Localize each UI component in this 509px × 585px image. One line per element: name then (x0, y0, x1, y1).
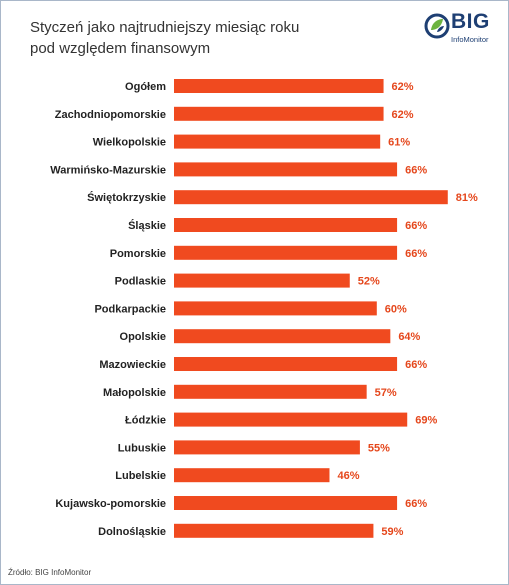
bar (174, 523, 374, 538)
category-label: Śląskie (128, 219, 166, 232)
value-label: 57% (375, 387, 397, 399)
big-infomonitor-logo: BIG InfoMonitor (424, 10, 499, 50)
value-label: 66% (405, 248, 427, 260)
value-label: 81% (456, 192, 478, 204)
value-label: 59% (381, 526, 403, 538)
category-label: Zachodniopomorskie (55, 109, 166, 121)
value-label: 52% (358, 276, 380, 288)
category-label: Podlaskie (115, 276, 166, 288)
category-label: Pomorskie (110, 248, 166, 260)
chart-title-line-1: Styczeń jako najtrudniejszy miesiąc roku (30, 19, 300, 36)
bar (174, 190, 448, 205)
bar (174, 329, 391, 344)
category-label: Lubelskie (115, 470, 166, 482)
value-label: 60% (385, 303, 407, 315)
category-label: Ogółem (125, 81, 166, 93)
category-label: Podkarpackie (94, 303, 166, 315)
value-label: 46% (337, 470, 359, 482)
bar (174, 273, 350, 288)
source-note: Źródło: BIG InfoMonitor (8, 568, 92, 577)
bar (174, 106, 384, 121)
value-label: 66% (405, 359, 427, 371)
logo-subtext: InfoMonitor (451, 35, 489, 44)
value-label: 61% (388, 137, 410, 149)
value-label: 66% (405, 164, 427, 176)
bar (174, 496, 398, 510)
category-label: Małopolskie (103, 387, 166, 399)
value-label: 55% (368, 442, 390, 454)
category-label: Wielkopolskie (93, 137, 166, 149)
bar (174, 162, 398, 177)
bar (174, 440, 360, 455)
category-label: Lubuskie (118, 442, 166, 454)
chart-title-line-2: pod względem finansowym (30, 40, 211, 57)
chart-title: Styczeń jako najtrudniejszy miesiąc roku… (30, 17, 390, 59)
category-label: Dolnośląskie (98, 526, 166, 538)
category-label: Łódzkie (125, 415, 166, 427)
category-label: Świętokrzyskie (87, 191, 166, 204)
circle-leaf-icon (424, 13, 450, 39)
value-label: 66% (405, 498, 427, 510)
value-label: 62% (392, 81, 414, 93)
value-label: 66% (405, 220, 427, 232)
bar (174, 468, 330, 483)
value-label: 62% (392, 109, 414, 121)
category-label: Opolskie (120, 331, 166, 343)
bar (174, 245, 398, 260)
bar (174, 412, 408, 427)
bar (174, 79, 384, 93)
category-label: Warmińsko-Mazurskie (50, 164, 166, 176)
value-label: 64% (398, 331, 420, 343)
logo-wordmark: BIG (451, 10, 490, 33)
value-label: 69% (415, 415, 437, 427)
category-label: Kujawsko-pomorskie (55, 498, 166, 510)
category-label: Mazowieckie (99, 359, 166, 371)
bar (174, 384, 367, 399)
bar (174, 218, 398, 232)
bar (174, 357, 398, 371)
bar (174, 301, 377, 316)
bar (174, 134, 381, 149)
